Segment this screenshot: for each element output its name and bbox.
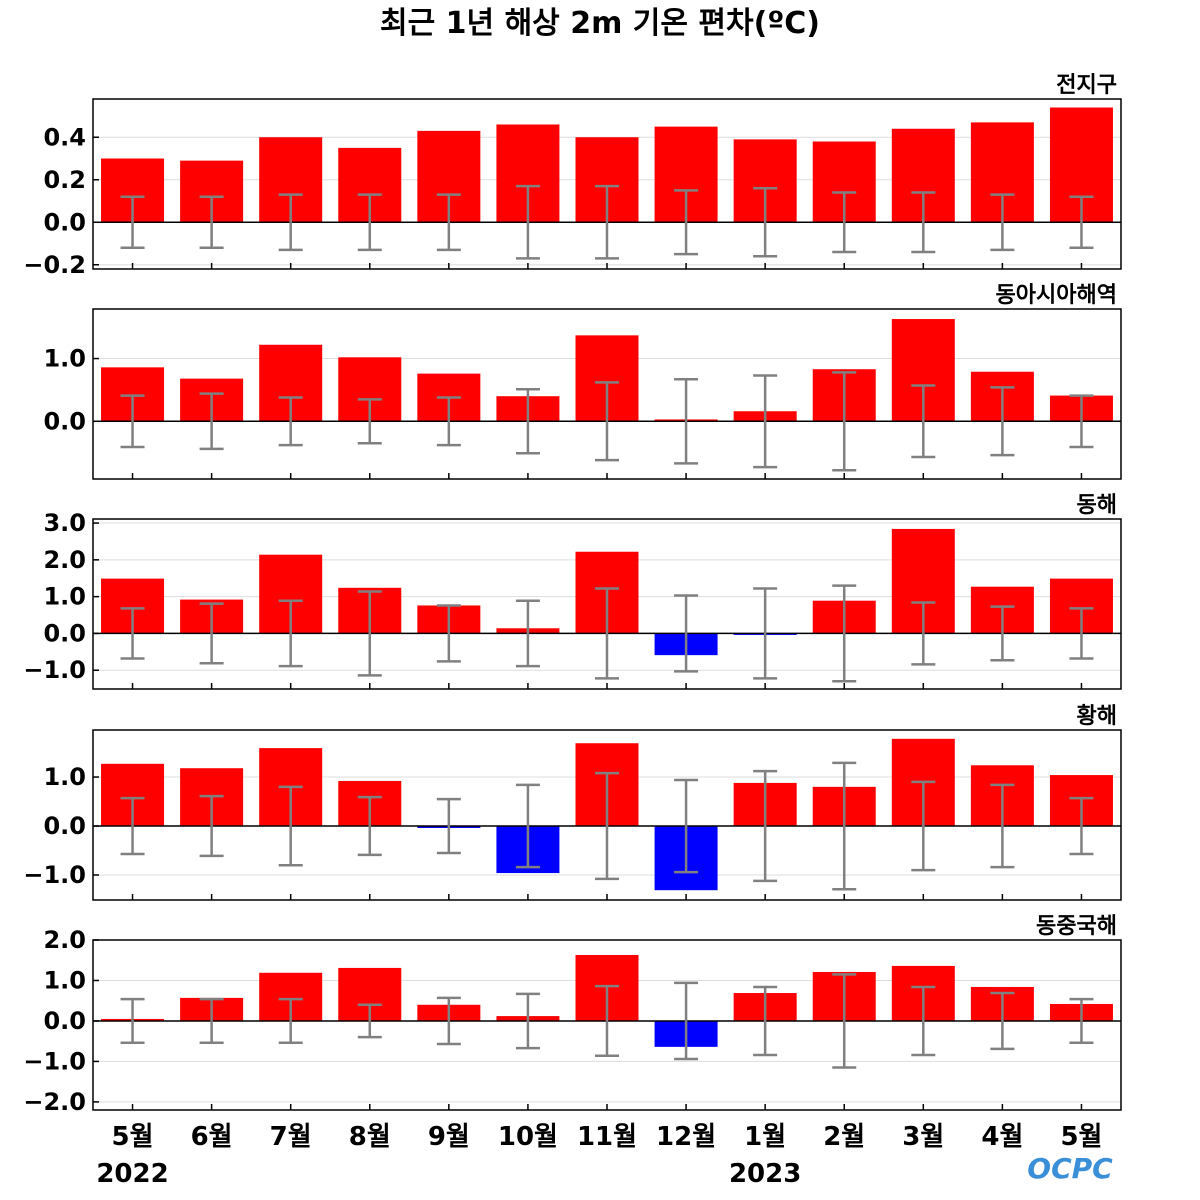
panel-frame xyxy=(92,518,1122,690)
x-tick-label: 8월 xyxy=(349,1122,391,1152)
y-tick-label: 1.0 xyxy=(43,345,86,373)
y-tick-label: 1.0 xyxy=(43,966,86,994)
y-tick-label: 3.0 xyxy=(43,509,86,537)
panel-0: 전지구 −0.2 0.0 0.2 0.4 xyxy=(23,73,1122,279)
y-tick-label: 0.2 xyxy=(43,166,86,194)
x-tick-label: 2월 xyxy=(823,1122,865,1152)
y-tick-label: 0.0 xyxy=(43,407,86,435)
panel-frame xyxy=(92,939,1122,1111)
y-tick-label: −1.0 xyxy=(23,861,86,889)
panel-3: 황해 −1.0 0.0 1.0 xyxy=(23,704,1122,901)
y-tick-label: 0.0 xyxy=(43,1007,86,1035)
y-tick-label: −1.0 xyxy=(23,656,86,684)
x-tick-label: 7월 xyxy=(270,1122,312,1152)
year-label: 2022 xyxy=(96,1159,168,1189)
y-tick-label: 0.4 xyxy=(43,123,86,151)
x-tick-label: 3월 xyxy=(902,1122,944,1152)
y-tick-label: 2.0 xyxy=(43,546,86,574)
x-tick-label: 6월 xyxy=(191,1122,233,1152)
panel-2: 동해 −1.0 0.0 1.0 2.0 3.0 xyxy=(23,493,1122,690)
x-tick-label: 12월 xyxy=(656,1122,716,1152)
x-tick-label: 10월 xyxy=(498,1122,558,1152)
x-tick-label: 9월 xyxy=(428,1122,470,1152)
panel-frame xyxy=(92,98,1122,270)
panel-title: 황해 xyxy=(1077,704,1117,729)
panel-4: 동중국해 −2.0 −1.0 0.0 1.0 2.0 xyxy=(23,914,1122,1116)
y-tick-label: −1.0 xyxy=(23,1047,86,1075)
chart-title: 최근 1년 해상 2m 기온 편차(ºC) xyxy=(380,6,820,41)
panel-title: 동중국해 xyxy=(1036,914,1117,939)
y-tick-label: 0.0 xyxy=(43,812,86,840)
y-tick-label: 1.0 xyxy=(43,583,86,611)
ocpc-logo: OCPC xyxy=(1027,1152,1113,1185)
year-label: 2023 xyxy=(729,1159,801,1189)
y-tick-label: −2.0 xyxy=(23,1088,86,1116)
y-tick-label: 1.0 xyxy=(43,763,86,791)
panel-1: 동아시아해역 0.0 1.0 xyxy=(43,283,1122,480)
y-tick-label: 0.0 xyxy=(43,208,86,236)
panel-title: 동아시아해역 xyxy=(996,283,1117,308)
panel-title: 전지구 xyxy=(1056,73,1117,98)
panel-frame xyxy=(92,308,1122,480)
y-tick-label: 0.0 xyxy=(43,619,86,647)
x-tick-label: 5월 xyxy=(112,1122,154,1152)
x-tick-label: 11월 xyxy=(577,1122,637,1152)
panel-title: 동해 xyxy=(1077,493,1117,518)
x-tick-label: 4월 xyxy=(981,1122,1023,1152)
panel-frame xyxy=(92,729,1122,901)
y-tick-label: 2.0 xyxy=(43,926,86,954)
y-tick-label: −0.2 xyxy=(23,251,86,279)
x-tick-label: 5월 xyxy=(1060,1122,1102,1152)
x-tick-label: 1월 xyxy=(744,1122,786,1152)
